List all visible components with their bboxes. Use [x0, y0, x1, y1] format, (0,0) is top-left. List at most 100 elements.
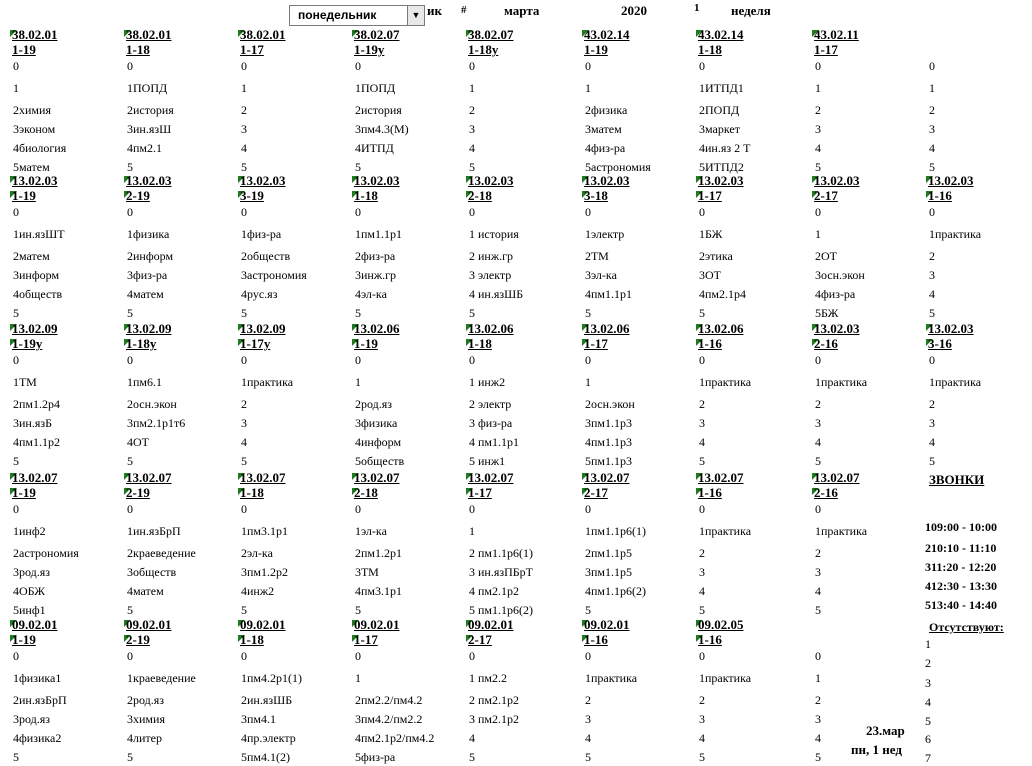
- lesson-entry: 5физ-ра: [355, 750, 396, 764]
- lesson-entry: 3 электр: [469, 268, 512, 282]
- lesson-entry: 5: [699, 306, 705, 320]
- group-name: 2-18: [354, 485, 378, 500]
- group-name: 3-18: [584, 188, 608, 203]
- lesson-entry: 4информ: [355, 435, 402, 449]
- specialty-code: 13.02.06: [698, 321, 744, 336]
- lesson-entry: 2эл-ка: [241, 546, 273, 560]
- lesson-entry: 3: [699, 712, 705, 726]
- comment-marker-icon: [10, 620, 17, 627]
- comment-marker-icon: [466, 339, 473, 346]
- lesson-entry: 3пм4.2/пм2.2: [355, 712, 423, 726]
- comment-marker-icon: [352, 191, 359, 198]
- lesson-entry: 5: [469, 160, 475, 174]
- lesson-entry: 5обществ: [355, 454, 405, 468]
- lesson-entry: 1физика1: [13, 671, 62, 685]
- comment-marker-icon: [812, 339, 819, 346]
- lesson-entry: 4матем: [127, 584, 164, 598]
- specialty-code: 13.02.03: [698, 173, 744, 188]
- lesson-entry: 3: [815, 122, 821, 136]
- header-ik: ик: [427, 3, 442, 18]
- lesson-entry: 1физика: [127, 227, 170, 241]
- day-select-value: понедельник: [298, 8, 377, 22]
- group-name: 1-16: [584, 632, 608, 647]
- zero-lesson: 0: [13, 59, 19, 73]
- specialty-code: 38.02.01: [240, 27, 286, 42]
- lesson-entry: 2ин.язШБ: [241, 693, 293, 707]
- specialty-code: 09.02.01: [126, 617, 172, 632]
- lesson-entry: 3: [929, 416, 935, 430]
- absent-row-number: 4: [925, 695, 931, 709]
- zero-lesson: 0: [355, 649, 361, 663]
- lesson-entry: 3астрономия: [241, 268, 307, 282]
- specialty-code: 13.02.07: [354, 470, 400, 485]
- lesson-entry: 2род.яз: [127, 693, 165, 707]
- lesson-entry: 5 инж1: [469, 454, 506, 468]
- specialty-code: 13.02.07: [814, 470, 860, 485]
- lesson-entry: 3: [699, 565, 705, 579]
- comment-marker-icon: [238, 30, 245, 37]
- zero-lesson: 0: [929, 59, 935, 73]
- bell-time: 412:30 - 13:30: [925, 579, 997, 593]
- lesson-entry: 4: [469, 141, 475, 155]
- lesson-entry: 2 электр: [469, 397, 512, 411]
- lesson-entry: 3ОТ: [699, 268, 721, 282]
- comment-marker-icon: [582, 339, 589, 346]
- lesson-entry: 3: [815, 416, 821, 430]
- zero-lesson: 0: [127, 353, 133, 367]
- specialty-code: 13.02.03: [240, 173, 286, 188]
- lesson-entry: 4ОТ: [127, 435, 149, 449]
- lesson-entry: 1: [585, 81, 591, 95]
- lesson-entry: 1ИТПД1: [699, 81, 744, 95]
- group-name: 1-17: [814, 42, 838, 57]
- zero-lesson: 0: [815, 502, 821, 516]
- lesson-entry: 5: [13, 750, 19, 764]
- zero-lesson: 0: [469, 205, 475, 219]
- group-name: 1-18: [698, 42, 722, 57]
- specialty-code: 13.02.03: [814, 321, 860, 336]
- lesson-entry: 4: [699, 584, 705, 598]
- chevron-down-icon[interactable]: ▼: [407, 6, 424, 25]
- header-month: марта: [504, 3, 540, 18]
- lesson-entry: 2химия: [13, 103, 51, 117]
- lesson-entry: 4биология: [13, 141, 67, 155]
- lesson-entry: 3пм1.1р3: [585, 416, 633, 430]
- comment-marker-icon: [812, 473, 819, 480]
- zero-lesson: 0: [13, 205, 19, 219]
- lesson-entry: 5: [585, 306, 591, 320]
- zero-lesson: 0: [469, 502, 475, 516]
- group-name: 2-19: [126, 485, 150, 500]
- lesson-entry: 2: [699, 693, 705, 707]
- zero-lesson: 0: [815, 59, 821, 73]
- lesson-entry: 2матем: [13, 249, 50, 263]
- lesson-entry: 1ПОПД: [127, 81, 168, 95]
- comment-marker-icon: [10, 473, 17, 480]
- group-name: 1-19у: [12, 336, 43, 351]
- lesson-entry: 4матем: [127, 287, 164, 301]
- lesson-entry: 3матем: [585, 122, 622, 136]
- zero-lesson: 0: [241, 59, 247, 73]
- zero-lesson: 0: [699, 502, 705, 516]
- lesson-entry: 4физика2: [13, 731, 62, 745]
- lesson-entry: 3пм4.1: [241, 712, 277, 726]
- lesson-entry: 3маркет: [699, 122, 740, 136]
- lesson-entry: 4: [815, 731, 821, 745]
- comment-marker-icon: [466, 324, 473, 331]
- lesson-entry: 1пм6.1: [127, 375, 163, 389]
- comment-marker-icon: [124, 324, 131, 331]
- lesson-entry: 5инф1: [13, 603, 46, 617]
- lesson-entry: 2ин.язБрП: [13, 693, 67, 707]
- lesson-entry: 3 физ-ра: [469, 416, 513, 430]
- zero-lesson: 0: [929, 205, 935, 219]
- absent-row-number: 7: [925, 751, 931, 765]
- lesson-entry: 3физика: [355, 416, 398, 430]
- lesson-entry: 2этика: [699, 249, 733, 263]
- lesson-entry: 1: [469, 81, 475, 95]
- comment-marker-icon: [124, 30, 131, 37]
- zero-lesson: 0: [585, 649, 591, 663]
- specialty-code: 09.02.01: [354, 617, 400, 632]
- comment-marker-icon: [696, 176, 703, 183]
- day-select[interactable]: понедельник ▼: [289, 5, 425, 26]
- comment-marker-icon: [696, 473, 703, 480]
- group-name: 1-17: [584, 336, 608, 351]
- lesson-entry: 4литер: [127, 731, 162, 745]
